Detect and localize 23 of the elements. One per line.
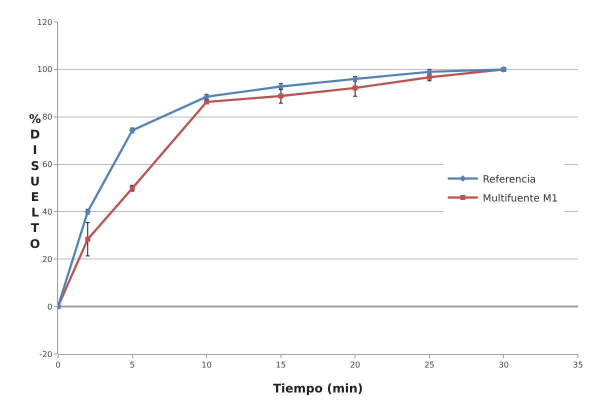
x-tick-label: 25	[424, 360, 435, 370]
x-tick-label: 10	[201, 360, 212, 370]
legend-label: Referencia	[482, 174, 536, 186]
y-tick-label: 40	[42, 208, 52, 217]
point	[278, 93, 284, 98]
point	[352, 85, 358, 90]
point	[85, 236, 90, 242]
text: %DISUELTO	[29, 112, 42, 251]
y-tick-label: 20	[42, 254, 52, 264]
x-axis-title: Tiempo (min)	[272, 382, 364, 396]
x-tick-label: 15	[276, 360, 286, 370]
x-tick-label: 35	[572, 360, 584, 370]
legend-label: Multifuente M1	[482, 193, 558, 204]
y-tick-label: 0	[47, 302, 52, 312]
x-tick-label: 5	[130, 360, 135, 370]
x-tick-label: 30	[498, 360, 509, 370]
y-tick-label: 80	[42, 112, 52, 122]
y-tick-label: -20	[39, 350, 52, 359]
y-tick-label: 120	[37, 18, 52, 27]
y-tick-label: 100	[37, 65, 52, 74]
x-tick-label: 20	[350, 360, 360, 370]
y-tick-label: 60	[42, 160, 52, 170]
x-tick-label: 0	[55, 360, 61, 370]
